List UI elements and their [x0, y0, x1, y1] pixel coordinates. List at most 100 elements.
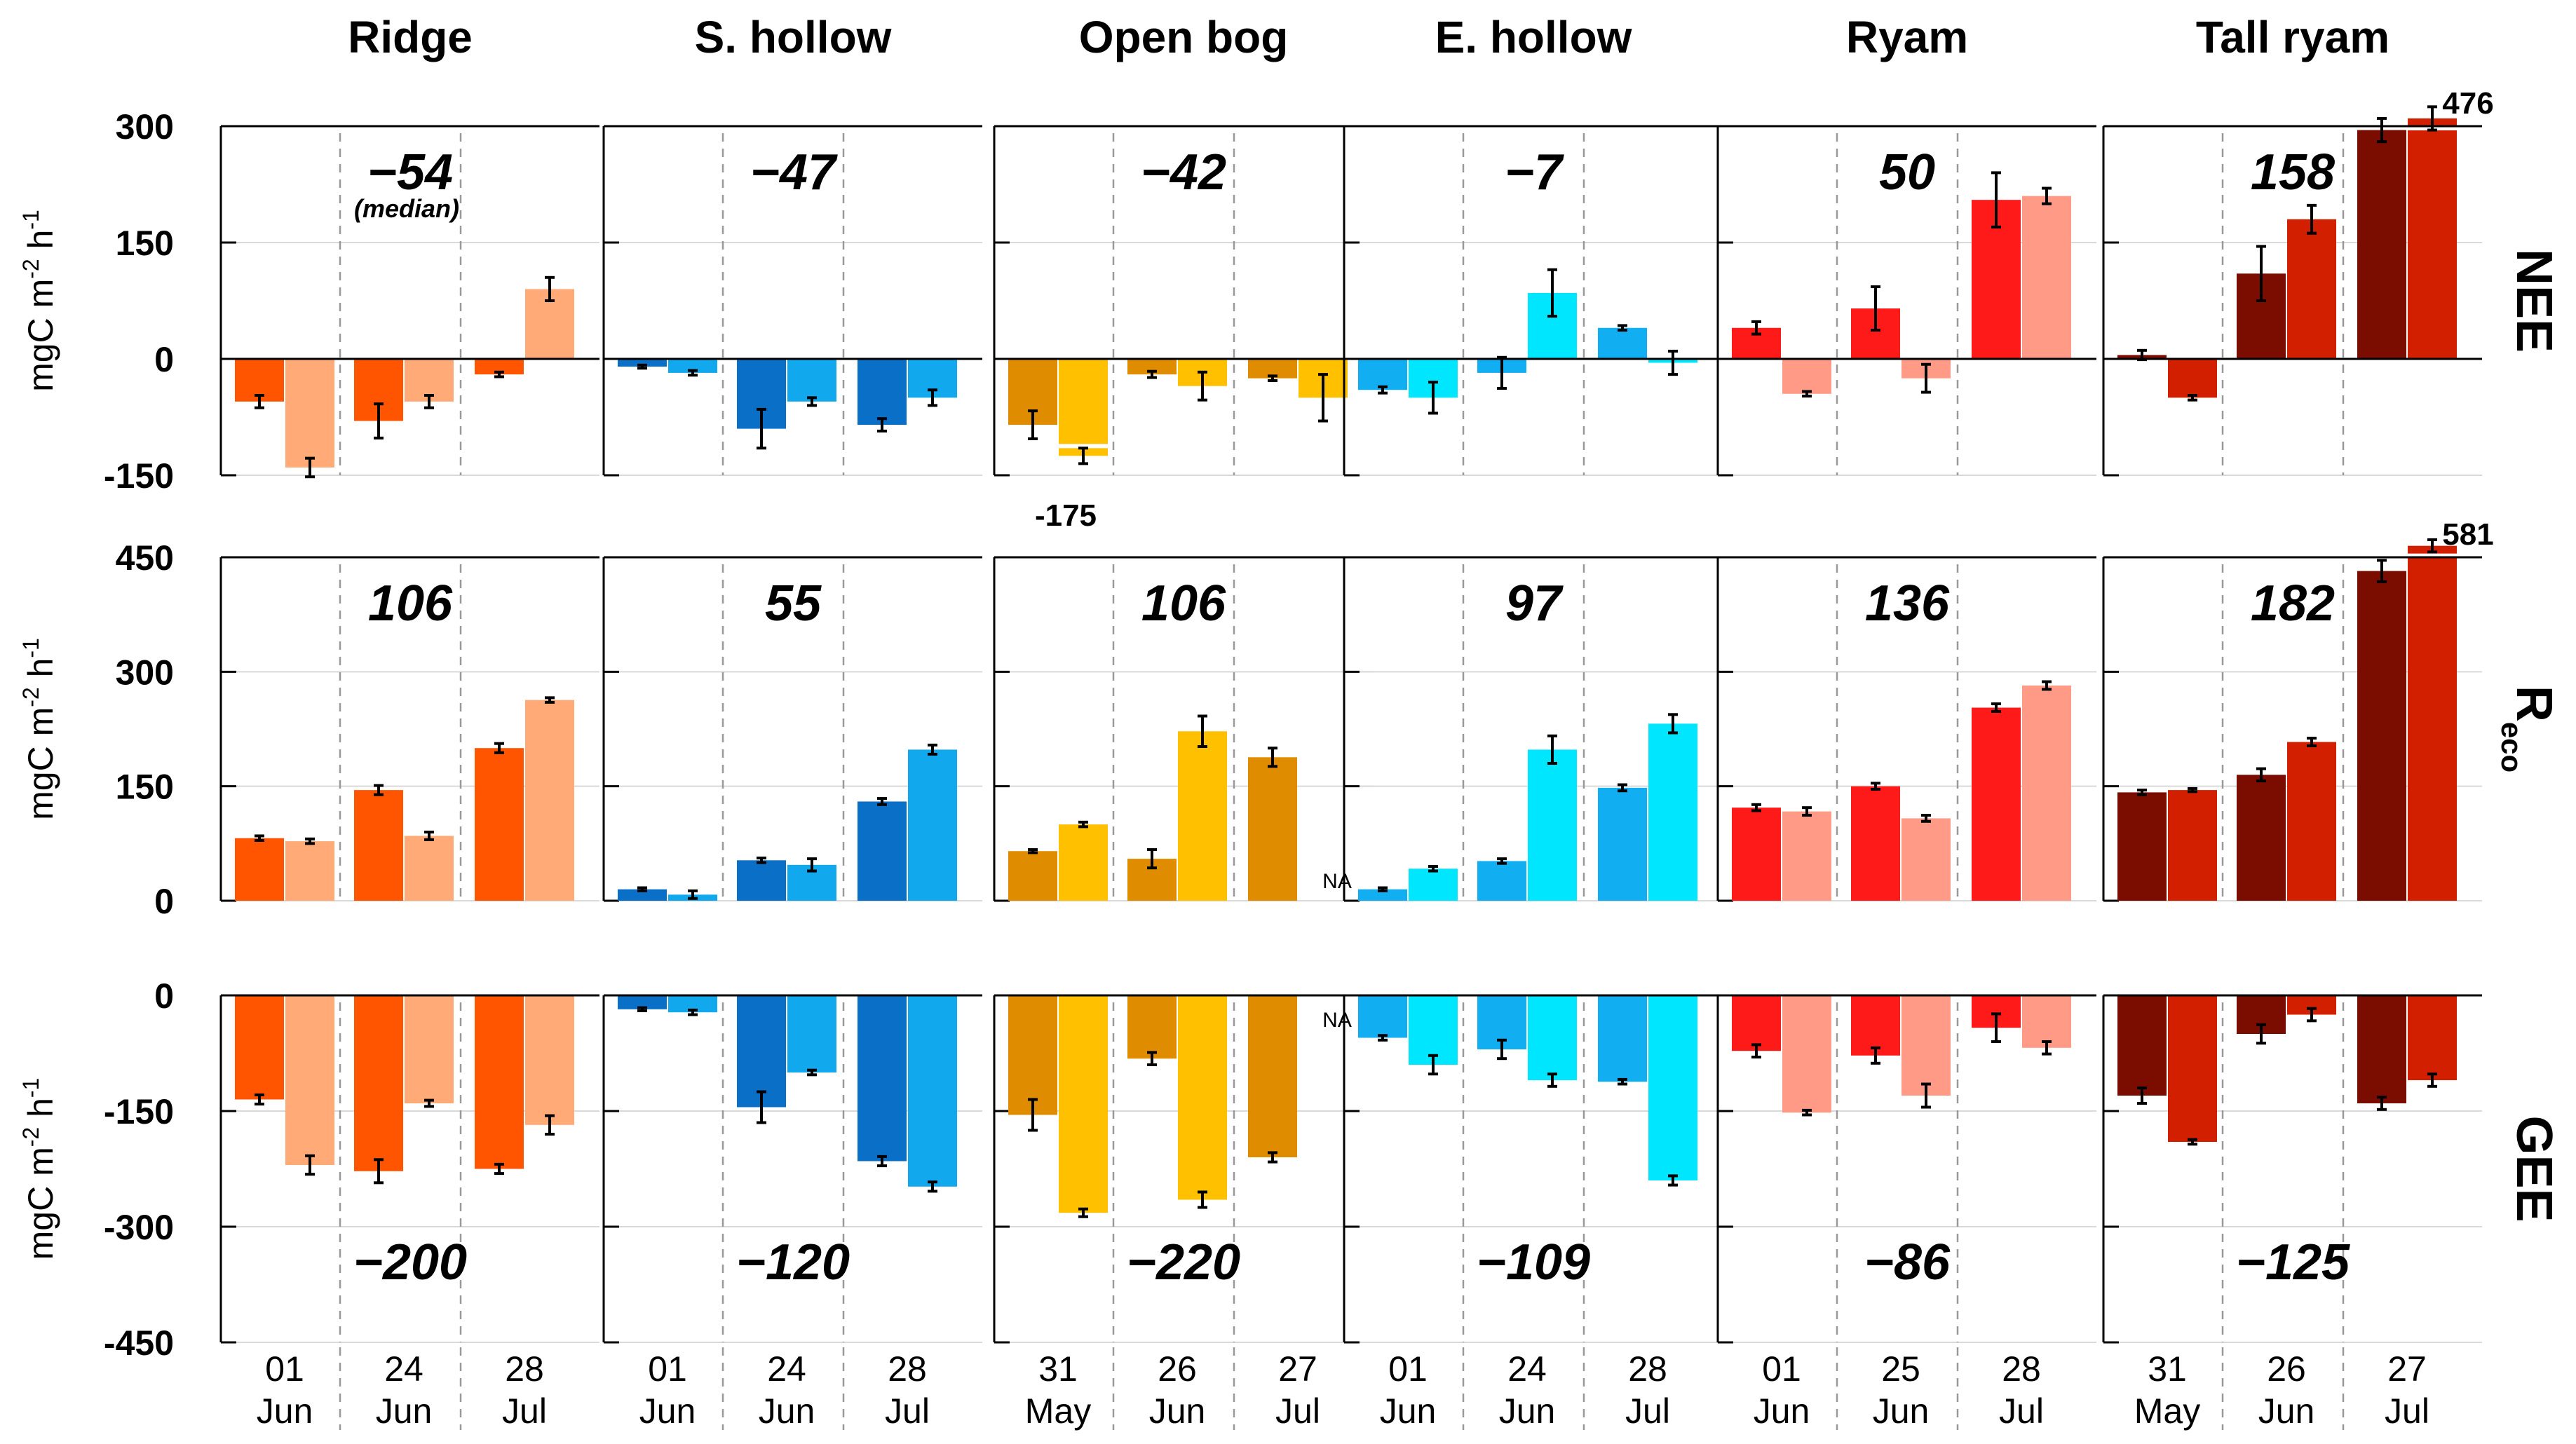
median-value: −220: [1127, 1234, 1240, 1290]
x-date-day: 27: [1278, 1349, 1317, 1389]
y-tick-label: 300: [116, 107, 174, 147]
bar: [2022, 995, 2071, 1048]
bar: [1358, 995, 1407, 1038]
bar: [1782, 359, 1831, 394]
bar: [2408, 995, 2457, 1080]
bar: [525, 995, 574, 1125]
panel-title: Open bog: [1079, 12, 1289, 62]
bar: [2168, 359, 2217, 398]
bar: [1598, 327, 1647, 359]
x-date-month: Jul: [1999, 1391, 2044, 1431]
x-date-day: 01: [265, 1349, 304, 1389]
bar: [285, 995, 334, 1165]
y-axis-title: mgC m-2 h-1: [18, 210, 60, 392]
panel-ryam-gee: −86: [1716, 994, 2096, 1344]
bar: [2287, 742, 2336, 901]
bar: [618, 359, 667, 367]
bar: [618, 889, 667, 901]
y-axis-title-part: mgC m: [21, 1147, 60, 1260]
bar: [2022, 685, 2071, 901]
y-axis-title: mgC m-2 h-1: [18, 638, 60, 820]
x-date-day: 28: [2002, 1349, 2041, 1389]
bar: [1008, 995, 1057, 1115]
bar: [2408, 545, 2457, 901]
y-axis-title-sup: -1: [18, 210, 43, 229]
break-value-label: 476: [2442, 86, 2493, 121]
row-label-text: NEE: [2506, 249, 2562, 353]
bar: [1178, 731, 1227, 901]
bar: [1902, 818, 1951, 901]
bar: [1409, 869, 1458, 901]
x-date-day: 24: [767, 1349, 806, 1389]
bar: [787, 995, 836, 1072]
bar: [2408, 118, 2457, 359]
y-axis-title-sup: -1: [18, 1078, 43, 1098]
bar: [285, 359, 334, 468]
bar: [235, 838, 284, 901]
panel-title: Ryam: [1846, 12, 1968, 62]
bar: [2237, 775, 2286, 901]
x-date-day: 24: [384, 1349, 423, 1389]
y-tick-label: -300: [104, 1208, 174, 1247]
bar: [1782, 811, 1831, 901]
bar: [2357, 995, 2406, 1103]
x-date-day: 24: [1507, 1349, 1547, 1389]
median-value: 97: [1505, 575, 1564, 632]
panel-title: E. hollow: [1435, 12, 1632, 62]
median-value: −7: [1505, 144, 1564, 200]
panel-openbog-gee: NA −220: [993, 994, 1373, 1344]
bar: [1598, 995, 1647, 1082]
x-date-day: 01: [1388, 1349, 1428, 1389]
y-axis-title-part: h: [21, 1098, 60, 1127]
bar: [2117, 995, 2167, 1096]
x-date-day: 28: [1628, 1349, 1667, 1389]
y-tick-label: -450: [104, 1323, 174, 1363]
y-axis-title-part: h: [21, 230, 60, 259]
y-tick-label: 150: [116, 768, 174, 807]
row-label: Reco: [2495, 686, 2562, 772]
row-label-subscript: eco: [2495, 722, 2528, 772]
x-date-day: 26: [2267, 1349, 2306, 1389]
y-tick-label: 0: [154, 882, 174, 921]
panel-openbog-reco: NA 106: [993, 556, 1373, 902]
bar: [1477, 861, 1526, 901]
bar: [2022, 196, 2071, 359]
bar: [1059, 359, 1108, 456]
y-tick-label: -150: [104, 1092, 174, 1131]
panel-ridge-reco: 106: [219, 556, 599, 902]
panel-ehollow-reco: 97: [1343, 556, 1723, 902]
bar: [1358, 359, 1407, 390]
bar: [1732, 808, 1781, 901]
y-axis-title-sup: -1: [18, 638, 43, 658]
bar: [1648, 723, 1697, 901]
median-value: 55: [765, 575, 822, 632]
bar: [1127, 995, 1177, 1059]
x-date-day: 26: [1158, 1349, 1197, 1389]
panel-title: Ridge: [348, 12, 473, 62]
row-label: NEE: [2506, 249, 2562, 353]
panel-ehollow-gee: −109: [1343, 994, 1723, 1344]
bar: [1358, 889, 1407, 901]
bar: [1902, 995, 1951, 1096]
y-axis-title-sup: -2: [18, 259, 43, 278]
median-value: −120: [736, 1234, 850, 1290]
median-value: −54: [367, 144, 453, 200]
median-value: 106: [368, 575, 453, 632]
bar: [2287, 219, 2336, 359]
bar: [2357, 571, 2406, 901]
y-axis-title-sup: -2: [18, 687, 43, 707]
median-value: 136: [1865, 575, 1950, 632]
bar: [1127, 359, 1177, 375]
median-value: 158: [2251, 144, 2335, 200]
bar: [1648, 995, 1697, 1180]
bar: [354, 790, 403, 901]
bar: [1248, 995, 1297, 1157]
x-date-month: Jun: [759, 1391, 815, 1431]
x-date-month: Jul: [1275, 1391, 1320, 1431]
x-date-day: 28: [505, 1349, 544, 1389]
x-date-month: Jun: [1380, 1391, 1437, 1431]
x-date-day: 01: [648, 1349, 687, 1389]
bar: [475, 748, 524, 901]
bar: [285, 841, 334, 901]
bar: [405, 995, 454, 1103]
